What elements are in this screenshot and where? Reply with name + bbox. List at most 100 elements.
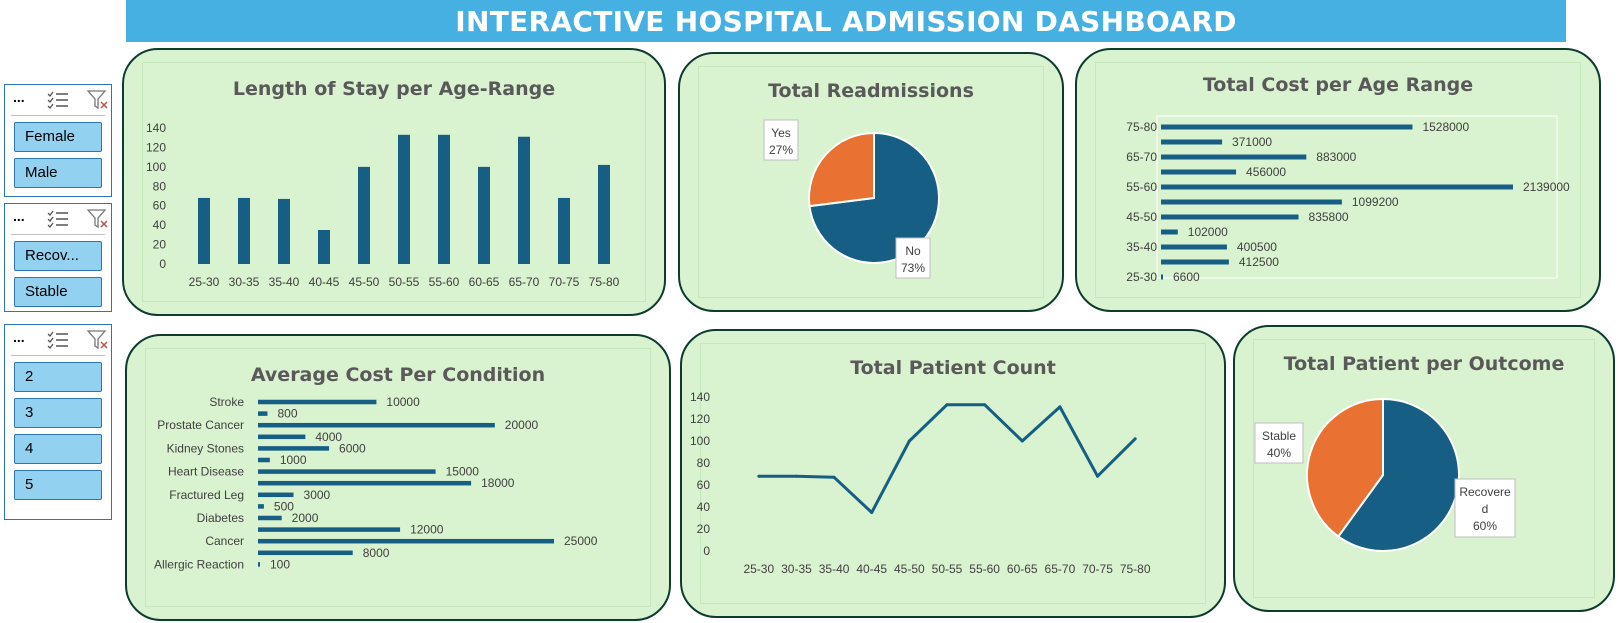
pie-slice bbox=[1306, 397, 1384, 538]
y-tick-label: Cancer bbox=[205, 534, 244, 548]
x-tick-label: 40-45 bbox=[309, 275, 340, 289]
bar bbox=[258, 457, 270, 463]
y-tick-label: 60 bbox=[697, 478, 711, 492]
y-tick-label: 100 bbox=[690, 434, 710, 448]
more-options-icon[interactable]: ... bbox=[13, 89, 25, 105]
data-label: 2000 bbox=[292, 511, 319, 525]
x-tick-label: 50-55 bbox=[932, 562, 963, 576]
y-tick-label: 25-30 bbox=[1126, 270, 1157, 284]
slicer-item-2[interactable]: 2 bbox=[14, 362, 102, 392]
patient-count-card: Total Patient Count 0 20 40 60 80 100 120 140 25… bbox=[680, 329, 1226, 618]
chart-title: Average Cost Per Condition bbox=[250, 364, 546, 386]
bar bbox=[258, 538, 554, 544]
y-tick-label: Allergic Reaction bbox=[154, 557, 244, 571]
data-label-box bbox=[1254, 422, 1304, 464]
multi-select-icon[interactable] bbox=[47, 91, 69, 109]
chart-title: Total Cost per Age Range bbox=[1202, 74, 1474, 96]
plot-area bbox=[1156, 115, 1558, 279]
data-point bbox=[983, 403, 987, 407]
data-label: 73% bbox=[901, 261, 925, 275]
chart-title: Total Patient per Outcome bbox=[1283, 353, 1565, 375]
x-tick-label: 65-70 bbox=[509, 275, 540, 289]
readmissions-pie-chart[interactable]: No 73% Yes 27% bbox=[680, 54, 1064, 312]
clear-filter-icon[interactable] bbox=[87, 90, 109, 110]
multi-select-icon[interactable] bbox=[47, 210, 69, 228]
slicer-gender: ... Female Male bbox=[4, 84, 112, 197]
slicer-item-male[interactable]: Male bbox=[14, 158, 102, 188]
data-label-box bbox=[763, 119, 799, 161]
data-label: 883000 bbox=[1316, 150, 1356, 164]
readmissions-card: Total Readmissions No 73% Yes 27% bbox=[678, 52, 1064, 312]
dashboard-title: INTERACTIVE HOSPITAL ADMISSION DASHBOARD bbox=[126, 0, 1566, 42]
y-tick-label: 20 bbox=[153, 238, 167, 252]
data-label: Recovere bbox=[1459, 485, 1511, 499]
bar bbox=[1161, 214, 1299, 220]
bar bbox=[518, 136, 530, 264]
y-tick-label: Prostate Cancer bbox=[157, 418, 244, 432]
x-tick-label: 35-40 bbox=[819, 562, 850, 576]
data-point bbox=[1058, 405, 1062, 409]
bar bbox=[258, 492, 294, 498]
clear-filter-icon[interactable] bbox=[87, 209, 109, 229]
data-label: 371000 bbox=[1232, 135, 1272, 149]
more-options-icon[interactable]: ... bbox=[13, 208, 25, 224]
bar bbox=[258, 434, 306, 440]
data-label: 20000 bbox=[505, 418, 539, 432]
los-bar-chart[interactable]: 0 20 40 60 80 100 120 140 25-30 30-35 35-40 40-45 45… bbox=[124, 50, 666, 316]
bar bbox=[258, 422, 495, 428]
y-tick-label: 40 bbox=[153, 218, 167, 232]
clear-filter-icon[interactable] bbox=[87, 330, 109, 350]
bar bbox=[398, 134, 410, 264]
outcome-pie-chart[interactable]: Recovere d 60% Stable 40% bbox=[1235, 327, 1615, 612]
data-label: 3000 bbox=[304, 488, 331, 502]
pie-slice bbox=[808, 131, 875, 208]
bar bbox=[1161, 169, 1237, 175]
data-label: 40% bbox=[1267, 446, 1291, 460]
data-point bbox=[1133, 437, 1137, 441]
data-label: 18000 bbox=[481, 476, 515, 490]
x-tick-label: 45-50 bbox=[349, 275, 380, 289]
patient-count-line-chart[interactable]: 0 20 40 60 80 100 120 140 25-30 30-35 35-40 40-45 45… bbox=[682, 331, 1226, 618]
more-options-icon[interactable]: ... bbox=[13, 329, 25, 345]
data-label: 15000 bbox=[446, 465, 480, 479]
y-tick-label: Diabetes bbox=[197, 511, 244, 525]
slicer-item-3[interactable]: 3 bbox=[14, 398, 102, 428]
cost-age-bar-chart[interactable]: 1528000 371000 883000 456000 2139000 10992008… bbox=[1077, 50, 1601, 312]
y-tick-label: 20 bbox=[697, 522, 711, 536]
y-tick-label: 80 bbox=[697, 456, 711, 470]
y-tick-label: 45-50 bbox=[1126, 210, 1157, 224]
slicer-item-4[interactable]: 4 bbox=[14, 434, 102, 464]
bar bbox=[258, 469, 436, 474]
slicer-item-5[interactable]: 5 bbox=[14, 470, 102, 500]
data-label: 1000 bbox=[280, 453, 307, 467]
outcome-card: Total Patient per Outcome Recovere d 60% St… bbox=[1233, 325, 1615, 612]
x-tick-label: 55-60 bbox=[969, 562, 1000, 576]
multi-select-icon[interactable] bbox=[47, 331, 69, 349]
x-tick-label: 30-35 bbox=[781, 562, 812, 576]
data-label: 456000 bbox=[1246, 165, 1286, 179]
slicer-outcome: ... Recov... Stable bbox=[4, 203, 112, 312]
x-tick-label: 65-70 bbox=[1045, 562, 1076, 576]
slicer-header: ... bbox=[11, 325, 108, 356]
slicer-item-female[interactable]: Female bbox=[14, 122, 102, 152]
y-tick-label: Fractured Leg bbox=[169, 488, 244, 502]
data-label: 25000 bbox=[564, 534, 598, 548]
data-label: 8000 bbox=[363, 546, 390, 560]
cost-age-card: Total Cost per Age Range 1528000 371000 88… bbox=[1075, 48, 1601, 312]
bar bbox=[598, 164, 610, 264]
los-card: Length of Stay per Age-Range 0 20 40 60 80 10… bbox=[122, 48, 666, 316]
slicer-item-stable[interactable]: Stable bbox=[14, 277, 102, 307]
slicer-item-recovered[interactable]: Recov... bbox=[14, 241, 102, 271]
data-label: 6600 bbox=[1173, 270, 1200, 284]
data-point bbox=[757, 474, 761, 478]
series-line bbox=[758, 403, 1137, 514]
data-label: 400500 bbox=[1237, 240, 1277, 254]
y-tick-label: 0 bbox=[703, 544, 710, 558]
bar bbox=[258, 527, 401, 532]
bar bbox=[238, 197, 250, 264]
bar bbox=[1161, 184, 1513, 190]
bar bbox=[258, 515, 282, 521]
bar bbox=[1161, 199, 1342, 205]
data-label: Yes bbox=[771, 126, 791, 140]
